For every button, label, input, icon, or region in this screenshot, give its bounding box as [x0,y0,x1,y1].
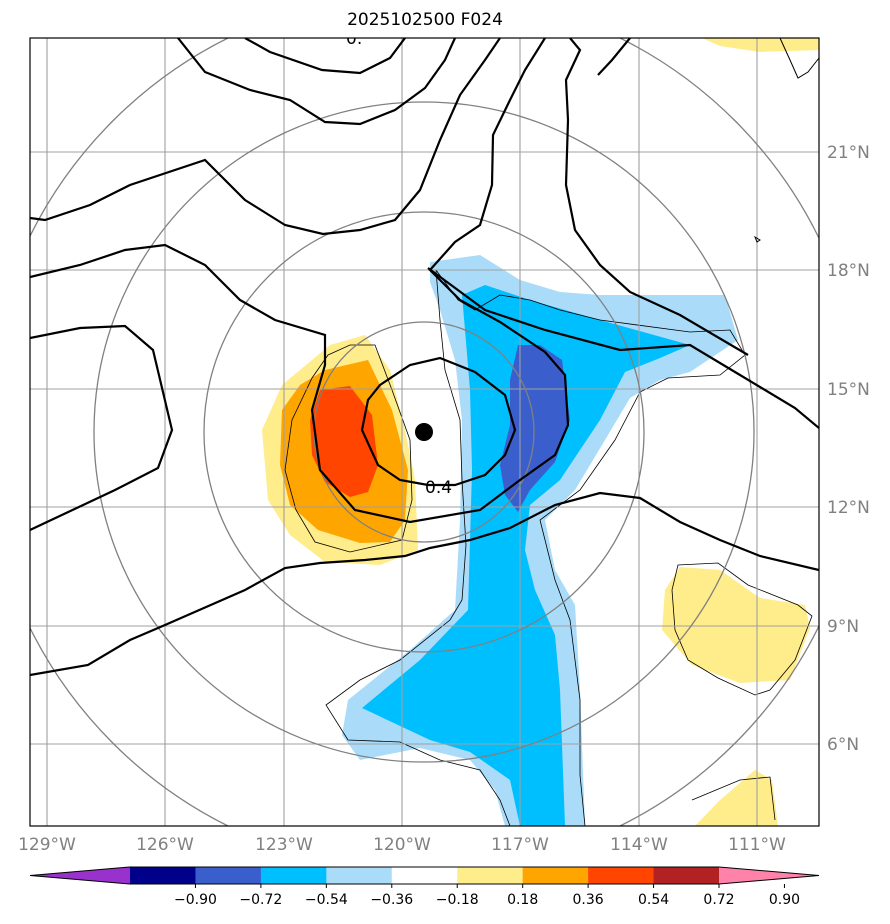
shade-yellow-east [662,567,810,683]
colorbar-tick-label: −0.90 [174,892,217,908]
colorbar-segment [653,867,720,884]
colorbar-tick-label: −0.54 [305,892,348,908]
lat-label: 9°N [827,617,859,637]
lon-label: 120°W [373,835,431,855]
storm-center-marker [415,423,433,441]
lon-label: 123°W [255,835,313,855]
colorbar-tick-label: −0.72 [239,892,282,908]
colorbar-outline [29,866,820,885]
colorbar-tick-label: 0.54 [638,892,669,908]
colorbar-tick-label: 0.18 [507,892,538,908]
lat-label: 21°N [827,143,870,163]
colorbar-segment [391,867,458,884]
shade-yellow-northeast [702,38,819,52]
lat-label: 12°N [827,498,870,518]
shading-outlines [284,269,813,826]
map-frame [29,37,820,827]
colorbar-tick-label: 0.36 [573,892,604,908]
range-rings [30,38,819,826]
colorbar-left-arrow [30,867,130,884]
lat-label: 6°N [827,735,859,755]
lon-label: 129°W [18,835,76,855]
lat-label: 18°N [827,261,870,281]
map-title: 2025102500 F024 [347,10,503,30]
shade-red-west [310,386,378,497]
colorbar-segment [130,867,196,884]
lon-label: 126°W [136,835,194,855]
colorbar-segment [522,867,589,884]
shade-cyan [362,285,690,826]
colorbar-segment [457,867,524,884]
colorbar-tick-label: 0.90 [769,892,800,908]
colorbar-tick-label: 0.72 [703,892,734,908]
black-contours [30,38,819,677]
lat-label: 15°N [827,380,870,400]
colorbar-right-arrow [719,867,819,884]
colorbar-segment [260,867,327,884]
colorbar-tick-label: −0.18 [436,892,479,908]
colorbar: −0.90 −0.72 −0.54 −0.36 −0.18 0.18 0.36 0.54 0.7… [29,866,820,908]
latitude-labels: 21°N 18°N 15°N 12°N 9°N 6°N [827,143,870,755]
coastlines [753,38,819,243]
shade-blue [500,345,570,512]
colorbar-segment [195,867,262,884]
contour-label-0-4: 0.4 [425,478,452,498]
lon-label: 117°W [491,835,549,855]
shade-yellow-southeast [695,770,778,826]
negative-anomaly-shading [342,255,738,826]
lon-label: 114°W [610,835,668,855]
lon-label: 111°W [728,835,786,855]
contour-label-top: 0. [346,29,362,49]
colorbar-segment [326,867,393,884]
longitude-labels: 129°W 126°W 123°W 120°W 117°W 114°W 111°… [18,835,786,855]
colorbar-segment [588,867,655,884]
colorbar-tick-label: −0.36 [370,892,413,908]
gridlines [30,38,819,826]
